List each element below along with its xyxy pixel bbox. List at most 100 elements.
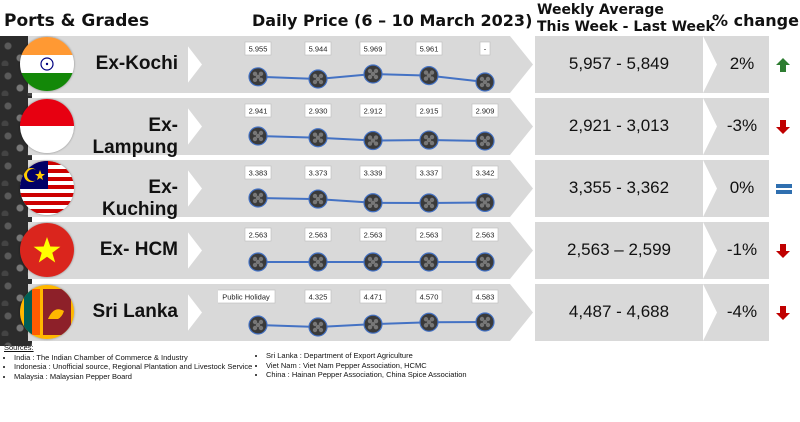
down-arrow-icon [776,120,790,139]
data-label: 3.383 [249,169,268,178]
weekly-average-value: 3,355 - 3,362 [568,178,670,197]
weekly-average-line1: Weekly Average [537,2,664,18]
data-point [419,312,439,332]
data-label-box [304,41,332,56]
data-point [308,189,328,209]
data-label-box [359,227,387,242]
weekly-average-line2: This Week - Last Week [537,19,715,35]
weekly-average-value: 4,487 - 4,688 [568,302,670,321]
data-label: 2.563 [249,231,268,240]
sources-title: Sources: [4,343,34,352]
source-item: Malaysia : Malaysian Pepper Board [14,372,252,382]
data-label: 3.342 [476,169,495,178]
data-label: 4.325 [309,293,328,302]
data-label: 5.944 [309,45,328,54]
data-label: 2.930 [309,107,328,116]
data-label-box [304,165,332,180]
percent-change-value: -1% [726,240,758,259]
data-label: 3.337 [420,169,439,178]
port-name: Sri Lanka [92,301,178,322]
india-flag [20,37,74,91]
data-point [308,128,328,148]
data-point [419,193,439,213]
data-label-box [415,103,443,118]
data-point [419,252,439,272]
data-point [475,192,495,213]
source-item: Viet Nam : Viet Nam Pepper Association, … [266,361,467,371]
data-label: 2.563 [476,231,495,240]
data-point [363,252,383,272]
data-label: 4.471 [364,293,383,302]
daily-price-mini-chart: Public Holiday 4.325 4.471 4.570 4.583 [218,289,499,337]
data-label: 4.583 [476,293,495,302]
weekly-average-band [535,98,703,155]
data-label-box [304,103,332,118]
data-point [248,126,268,146]
data-label: 2.563 [364,231,383,240]
data-label: 5.955 [249,45,268,54]
weekly-average-band [535,284,703,341]
down-arrow-icon [776,306,790,325]
weekly-average-value: 2,563 – 2,599 [567,240,671,259]
weekly-average-band [535,36,703,93]
data-label: 2.941 [249,107,268,116]
data-label-box [359,289,387,304]
percent-change-header: % change [712,11,799,30]
malaysia-flag [20,161,74,215]
data-label-box [479,41,491,56]
indonesia-flag [20,99,74,153]
data-point [308,317,328,337]
data-label: 2.563 [420,231,439,240]
data-label-box [415,165,443,180]
table-row: Ex-Kuching 3,355 - 3,362 0% 3.383 3.373 3.339… [0,160,800,220]
weekly-average-value: 5,957 - 5,849 [568,54,670,73]
weekly-average-band [535,160,703,217]
data-label: 2.912 [364,107,383,116]
srilanka-flag [20,285,74,339]
data-label-box [415,41,443,56]
weekly-average-value: 2,921 - 3,013 [568,116,670,135]
data-label-box [359,41,387,56]
data-label-box [471,227,499,242]
sources-left: Sources: India : The Indian Chamber of C… [4,343,252,381]
port-name: Ex-Kochi [95,53,178,74]
data-label-box [244,227,272,242]
data-label: Public Holiday [222,293,270,302]
source-item: China : Hainan Pepper Association, China… [266,370,467,380]
weekly-average-band [535,222,703,279]
daily-price-mini-chart: 2.941 2.930 2.912 2.915 2.909 [244,103,499,151]
daily-price-mini-chart: 2.563 2.563 2.563 2.563 2.563 [244,227,499,272]
percent-change-value: -4% [726,302,758,321]
data-label: 5.969 [364,45,383,54]
data-label-box [471,289,499,304]
daily-price-header: Daily Price (6 – 10 March 2023) [252,11,533,30]
data-label: 2.915 [420,107,439,116]
port-name: Ex- HCM [99,239,178,260]
table-row: Ex-Kochi 5,957 - 5,849 2% 5.955 5.944 5.969 5.… [0,36,800,93]
data-point [475,312,495,332]
data-point [248,315,268,335]
daily-price-mini-chart: 5.955 5.944 5.969 5.961 - [244,41,495,92]
table-row: Ex-Lampung 2,921 - 3,013 -3% 2.941 2.930 2.91… [0,98,800,158]
data-label: 3.373 [309,169,328,178]
sources-right: Sri Lanka : Department of Export Agricul… [256,351,467,380]
data-label-box [244,165,272,180]
data-point [475,131,495,151]
source-item: Indonesia : Unofficial source, Regional … [14,362,252,372]
vietnam-flag [20,223,74,277]
table-row: Sri Lanka 4,487 - 4,688 -4% Public Holiday 4… [0,284,800,341]
data-point [363,130,383,151]
percent-change-value: 0% [729,178,755,197]
data-point [419,130,439,150]
data-label: 4.570 [420,293,439,302]
data-label-box [244,41,272,56]
percent-change-value: -3% [726,116,758,135]
percent-change-value: 2% [729,54,755,73]
data-label: 2.563 [309,231,328,240]
data-label-box [304,227,332,242]
daily-price-band [180,36,533,93]
source-item: Sri Lanka : Department of Export Agricul… [266,351,467,361]
port-name: Ex-Lampung [92,115,179,158]
daily-price-mini-chart: 3.383 3.373 3.339 3.337 3.342 [244,165,499,213]
data-point [363,64,383,84]
